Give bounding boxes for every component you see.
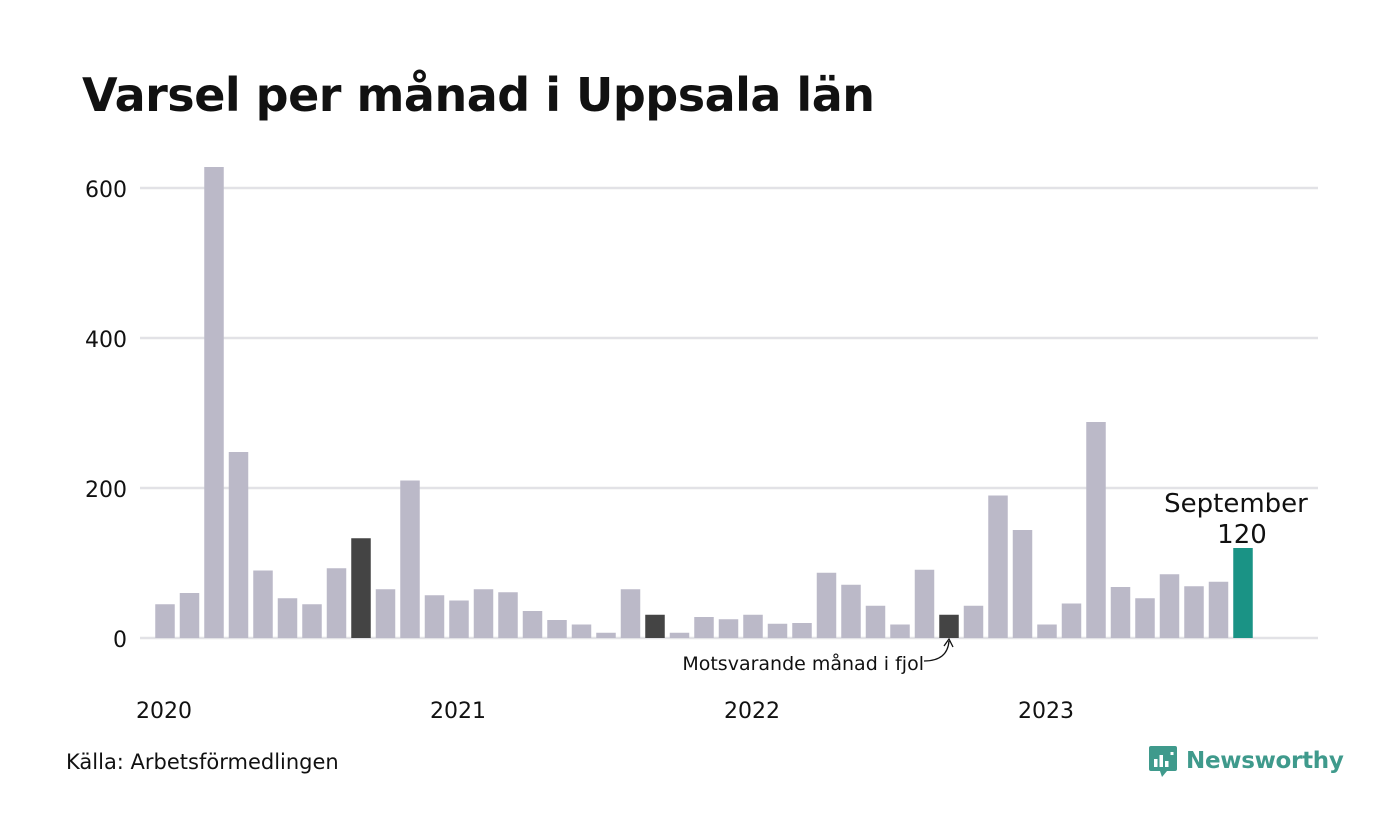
bar <box>228 452 249 638</box>
comparison-bar <box>939 614 959 638</box>
bar <box>155 604 175 638</box>
bar <box>253 570 273 638</box>
bar <box>620 589 641 638</box>
newsworthy-logo: Newsworthy <box>1148 744 1344 778</box>
current-month-value: 120 <box>1217 520 1267 550</box>
bar <box>792 623 812 638</box>
y-axis-tick-labels: 0 200 400 600 <box>85 178 127 653</box>
bar <box>277 598 298 638</box>
x-tick-label: 2022 <box>724 699 780 724</box>
bar <box>914 569 935 638</box>
annotations: September 120 Motsvarande månad i fjol <box>682 489 1308 675</box>
brand-name: Newsworthy <box>1186 748 1344 774</box>
bar <box>179 593 200 638</box>
bars <box>155 167 1253 638</box>
bar <box>522 611 543 638</box>
x-tick-label: 2021 <box>430 699 486 724</box>
current-month-bar <box>1233 548 1253 638</box>
bar <box>204 167 224 638</box>
bar <box>890 624 910 638</box>
x-tick-label: 2020 <box>136 699 192 724</box>
bar <box>669 632 690 638</box>
bar <box>1110 587 1131 638</box>
bar <box>1184 586 1204 638</box>
x-axis-tick-labels: 2020 2021 2022 2023 <box>136 699 1074 724</box>
y-tick-label: 400 <box>85 328 127 353</box>
bar <box>718 619 739 638</box>
comparison-bar <box>351 538 371 638</box>
bar <box>988 495 1008 638</box>
bar <box>865 605 886 638</box>
bar <box>498 592 518 638</box>
bar <box>547 620 567 638</box>
bar <box>326 568 347 638</box>
bar <box>571 624 592 638</box>
bar <box>1135 598 1155 638</box>
bar-chart: 0 200 400 600 2020 2021 2022 2023 September 12… <box>85 167 1318 724</box>
bar <box>841 584 861 638</box>
bar <box>1012 530 1033 638</box>
y-tick-label: 0 <box>113 628 127 653</box>
bar <box>1037 624 1057 638</box>
bar <box>302 604 322 638</box>
bar <box>694 617 714 638</box>
bar <box>743 614 763 638</box>
source-note: Källa: Arbetsförmedlingen <box>66 750 339 774</box>
bar <box>767 623 788 638</box>
bar <box>1086 422 1106 638</box>
bar <box>1159 574 1180 638</box>
bar <box>963 605 984 638</box>
bar <box>400 480 420 638</box>
bar <box>473 589 494 638</box>
bar <box>1061 603 1082 638</box>
comparison-arrow <box>923 640 950 662</box>
bar <box>375 589 396 638</box>
y-tick-label: 600 <box>85 178 127 203</box>
x-tick-label: 2023 <box>1018 699 1074 724</box>
bar <box>449 600 469 638</box>
y-tick-label: 200 <box>85 478 127 503</box>
grid-lines <box>140 186 1318 640</box>
bar <box>816 572 837 638</box>
comparison-note: Motsvarande månad i fjol <box>682 652 924 675</box>
bar <box>424 595 445 638</box>
comparison-bar <box>645 614 665 638</box>
comparison-arrow-head <box>943 637 954 648</box>
current-month-label: September <box>1164 489 1308 519</box>
bar <box>1208 581 1229 638</box>
bar <box>596 632 616 638</box>
chart-title: Varsel per månad i Uppsala län <box>82 68 875 122</box>
newsworthy-logo-icon <box>1149 746 1177 777</box>
